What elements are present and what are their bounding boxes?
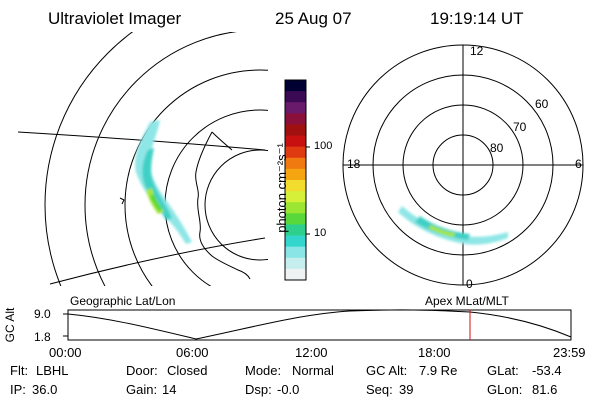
info-label-gcalt: GC Alt:: [366, 363, 408, 378]
colorbar-cell: [285, 102, 306, 114]
longitude-line: [49, 237, 266, 285]
info-value-dsp: -0.0: [277, 382, 300, 397]
mlt-label-18: 18: [347, 157, 361, 171]
altitude-ytick-high: 9.0: [34, 307, 51, 321]
colorbar-cell: [285, 180, 306, 192]
aurora-emission-polar: [398, 206, 508, 245]
colorbar-cell: [285, 157, 306, 170]
colorbar-cell: [285, 257, 306, 270]
altitude-plot: [63, 309, 572, 341]
info-label-glon: GLon:: [487, 382, 523, 397]
colorbar-cell: [285, 191, 306, 203]
info-value-gcalt: 7.9 Re: [419, 363, 458, 378]
info-label-gain: Gain:: [126, 382, 158, 397]
colorbar-cell: [285, 213, 306, 225]
geographic-caption: Geographic Lat/Lon: [70, 294, 176, 308]
colorbar: [284, 79, 310, 281]
info-value-seq: 39: [399, 382, 414, 397]
mlat-label-60: 60: [535, 97, 549, 111]
instrument-title: Ultraviolet Imager: [48, 9, 182, 28]
info-label-ip: IP:: [10, 382, 26, 397]
colorbar-cell: [285, 202, 306, 214]
latitude-arc: [124, 69, 268, 286]
aurora-emission-geographic: [135, 120, 192, 244]
latitude-arc: [44, 32, 134, 286]
mlat-label-80: 80: [490, 141, 504, 155]
colorbar-tick-10: 10: [314, 227, 327, 239]
altitude-curve: [67, 309, 572, 340]
colorbar-cell: [285, 224, 306, 237]
info-value-mode: Normal: [292, 363, 334, 378]
latitude-arc: [164, 109, 268, 286]
time-tick: 00:00: [49, 345, 82, 360]
coastline: [195, 131, 251, 280]
colorbar-cell: [285, 246, 306, 259]
colorbar-cell: [285, 146, 306, 159]
date-label: 25 Aug 07: [275, 9, 352, 28]
time-tick: 12:00: [295, 345, 328, 360]
colorbar-cell: [285, 135, 306, 148]
info-value-door: Closed: [167, 363, 208, 378]
mlt-label-6: 6: [575, 157, 582, 171]
colorbar-cell: [285, 235, 306, 248]
info-label-mode: Mode:: [245, 363, 282, 378]
colorbar-cell: [285, 91, 306, 103]
info-label-glat: GLat:: [487, 363, 519, 378]
colorbar-tick-100: 100: [314, 140, 333, 152]
mlt-label-12: 12: [470, 44, 484, 58]
colorbar-axis-label: photon cm⁻²s⁻¹: [274, 143, 289, 233]
info-value-flt: LBHL: [36, 363, 69, 378]
colorbar-cell: [285, 124, 306, 137]
colorbar-cell: [285, 168, 306, 181]
altitude-ylabel: GC Alt: [3, 307, 17, 343]
colorbar-cell: [285, 80, 306, 92]
altitude-ytick-low: 1.8: [34, 330, 51, 344]
time-tick: 18:00: [418, 345, 451, 360]
time-tick: 06:00: [176, 345, 209, 360]
coastline: [211, 131, 233, 151]
info-label-dsp: Dsp:: [245, 382, 272, 397]
info-value-ip: 36.0: [32, 382, 58, 397]
info-label-door: Door:: [126, 363, 158, 378]
info-label-seq: Seq:: [366, 382, 393, 397]
colorbar-cell: [285, 113, 306, 125]
time-label: 19:19:14 UT: [430, 9, 524, 28]
polar-caption: Apex MLat/MLT: [425, 294, 509, 308]
info-value-glat: -53.4: [532, 363, 562, 378]
polar-plot: [342, 44, 584, 286]
mlt-label-0: 0: [466, 277, 473, 291]
mlat-label-70: 70: [513, 120, 527, 134]
coastline: [119, 197, 125, 205]
latitude-arc: [84, 32, 238, 286]
time-tick: 23:59: [553, 345, 586, 360]
info-label-flt: Flt:: [10, 363, 29, 378]
info-value-glon: 81.6: [532, 382, 558, 397]
info-value-gain: 14: [162, 382, 177, 397]
colorbar-cell: [285, 268, 306, 281]
